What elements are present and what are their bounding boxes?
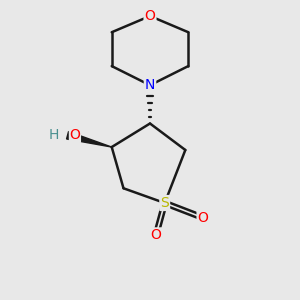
Text: S: S <box>160 196 169 210</box>
Polygon shape <box>67 132 112 147</box>
Text: H: H <box>49 128 59 142</box>
Text: O: O <box>145 9 155 23</box>
Text: O: O <box>198 211 208 225</box>
Text: O: O <box>151 228 161 242</box>
Text: O: O <box>70 128 80 142</box>
Text: N: N <box>145 78 155 92</box>
